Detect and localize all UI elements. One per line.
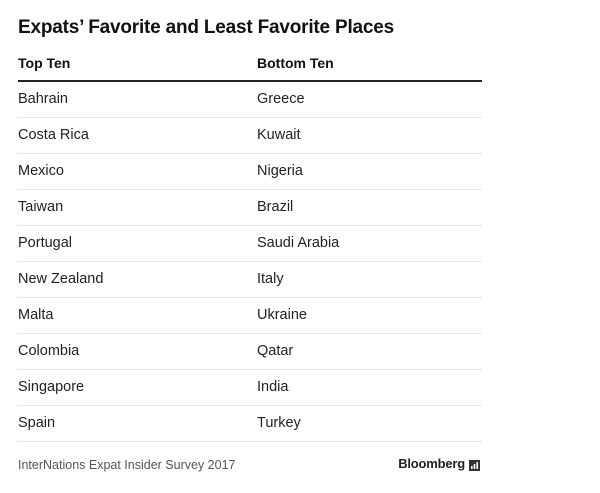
- bottom-ten-cell: Saudi Arabia: [257, 235, 340, 251]
- bottom-ten-cell: Qatar: [257, 343, 294, 359]
- bottom-ten-cell: Nigeria: [257, 163, 303, 179]
- bottom-ten-cell: Brazil: [257, 199, 294, 215]
- table-row: Costa Rica Kuwait: [18, 118, 482, 154]
- top-ten-cell: Portugal: [18, 235, 73, 251]
- top-ten-cell: Spain: [18, 415, 56, 431]
- top-ten-cell: Singapore: [18, 379, 85, 395]
- bottom-ten-cell: Ukraine: [257, 307, 307, 323]
- page-title: Expats’ Favorite and Least Favorite Plac…: [18, 17, 394, 38]
- table-row: New Zealand Italy: [18, 262, 482, 298]
- bottom-ten-cell: Turkey: [257, 415, 301, 431]
- top-ten-cell: Costa Rica: [18, 127, 89, 143]
- source-note: InterNations Expat Insider Survey 2017: [18, 458, 236, 472]
- places-table: Top Ten Bottom Ten Bahrain Greece Costa Ri…: [18, 50, 482, 442]
- bottom-ten-cell: Kuwait: [257, 127, 301, 143]
- table-header: Top Ten Bottom Ten: [18, 50, 482, 82]
- table-body: Bahrain Greece Costa Rica Kuwait Mexico Niger…: [18, 82, 482, 442]
- table-row: Malta Ukraine: [18, 298, 482, 334]
- top-ten-cell: Malta: [18, 307, 54, 323]
- top-ten-cell: Mexico: [18, 163, 64, 179]
- top-ten-cell: New Zealand: [18, 271, 104, 287]
- brand-logo: Bloomberg: [398, 456, 480, 471]
- table-row: Mexico Nigeria: [18, 154, 482, 190]
- table-row: Singapore India: [18, 370, 482, 406]
- header-top-ten: Top Ten: [18, 55, 71, 71]
- table-row: Taiwan Brazil: [18, 190, 482, 226]
- bottom-ten-cell: India: [257, 379, 289, 395]
- table-row: Spain Turkey: [18, 406, 482, 442]
- bottom-ten-cell: Greece: [257, 91, 305, 107]
- table-row: Colombia Qatar: [18, 334, 482, 370]
- bloomberg-chart-icon: [469, 458, 480, 471]
- table-row: Portugal Saudi Arabia: [18, 226, 482, 262]
- top-ten-cell: Taiwan: [18, 199, 64, 215]
- header-bottom-ten: Bottom Ten: [257, 55, 334, 71]
- top-ten-cell: Colombia: [18, 343, 80, 359]
- top-ten-cell: Bahrain: [18, 91, 68, 107]
- brand-name: Bloomberg: [398, 456, 465, 471]
- bottom-ten-cell: Italy: [257, 271, 284, 287]
- table-row: Bahrain Greece: [18, 82, 482, 118]
